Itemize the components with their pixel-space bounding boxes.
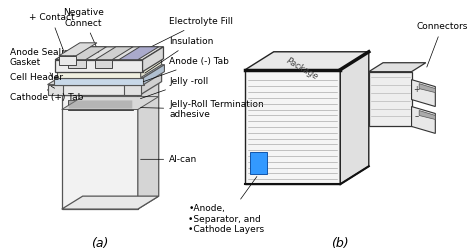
Polygon shape <box>245 70 340 184</box>
Text: Negative
Connect: Negative Connect <box>63 8 104 52</box>
Polygon shape <box>411 107 435 133</box>
Polygon shape <box>119 47 159 60</box>
Text: +: + <box>413 85 419 94</box>
Text: Connectors: Connectors <box>416 22 468 67</box>
Text: (b): (b) <box>331 237 349 250</box>
Polygon shape <box>143 47 164 72</box>
Polygon shape <box>340 52 369 184</box>
Polygon shape <box>419 111 435 119</box>
Polygon shape <box>57 85 141 94</box>
Text: Insulation: Insulation <box>145 37 214 73</box>
Polygon shape <box>62 196 159 209</box>
Text: Electrolyte Fill: Electrolyte Fill <box>136 17 233 54</box>
Polygon shape <box>47 72 83 85</box>
Polygon shape <box>95 60 112 68</box>
Polygon shape <box>62 82 159 94</box>
Polygon shape <box>68 60 85 68</box>
Polygon shape <box>57 59 162 72</box>
Polygon shape <box>138 82 159 209</box>
Polygon shape <box>57 72 141 78</box>
Text: (a): (a) <box>91 237 109 250</box>
Polygon shape <box>124 85 141 94</box>
Polygon shape <box>55 47 164 60</box>
Polygon shape <box>59 56 76 65</box>
Polygon shape <box>57 72 162 85</box>
Polygon shape <box>62 94 138 209</box>
Text: –: – <box>414 112 419 121</box>
Polygon shape <box>369 63 426 72</box>
Text: Al-can: Al-can <box>141 155 198 164</box>
Polygon shape <box>144 65 164 85</box>
Text: •Anode,
•Separator, and
•Cathode Layers: •Anode, •Separator, and •Cathode Layers <box>188 176 264 234</box>
Polygon shape <box>55 60 143 72</box>
Polygon shape <box>59 43 97 56</box>
Polygon shape <box>411 80 435 107</box>
Text: Jelly -roll: Jelly -roll <box>140 77 209 99</box>
Polygon shape <box>419 84 435 92</box>
Polygon shape <box>124 72 162 85</box>
Text: Cell Header: Cell Header <box>9 73 63 88</box>
Polygon shape <box>95 47 133 60</box>
Polygon shape <box>245 52 369 70</box>
Polygon shape <box>47 85 63 94</box>
Polygon shape <box>62 97 159 110</box>
Text: Jelly-Roll Termination
adhesive: Jelly-Roll Termination adhesive <box>141 100 264 119</box>
Text: Anode (-) Tab: Anode (-) Tab <box>143 57 229 82</box>
Polygon shape <box>54 65 164 78</box>
Polygon shape <box>54 78 144 85</box>
Polygon shape <box>68 100 133 110</box>
Text: Anode Sealing
Gasket: Anode Sealing Gasket <box>9 48 75 78</box>
Polygon shape <box>141 72 162 94</box>
Polygon shape <box>250 152 267 174</box>
Text: Package: Package <box>285 56 320 81</box>
Polygon shape <box>369 72 411 127</box>
Polygon shape <box>68 47 107 60</box>
Polygon shape <box>141 59 162 78</box>
Text: Cathode (+) Tab: Cathode (+) Tab <box>9 90 83 102</box>
Text: + Contact: + Contact <box>28 13 74 56</box>
